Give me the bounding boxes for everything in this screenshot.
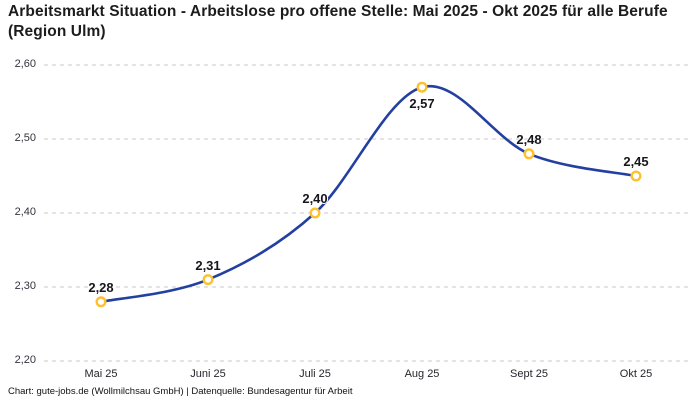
- data-point-value-label: 2,45: [623, 154, 649, 169]
- data-point-marker: [202, 274, 214, 286]
- data-point-marker: [309, 207, 321, 219]
- data-point-value-label: 2,48: [516, 131, 542, 147]
- data-point-value-label: 2,57: [409, 96, 435, 112]
- data-point-value-label: 2,31: [195, 257, 221, 273]
- x-axis-tick-label: Juli 25: [299, 368, 331, 380]
- data-point-marker: [416, 81, 428, 93]
- data-point-value-label: 2,28: [88, 279, 114, 295]
- y-axis-tick-label: 2,40: [14, 206, 36, 218]
- x-axis-tick-label: Juni 25: [190, 368, 226, 380]
- x-axis-tick-label: Okt 25: [619, 368, 653, 380]
- y-axis-tick-label: 2,20: [14, 354, 36, 366]
- x-axis-tick-label: Sept 25: [510, 368, 548, 380]
- chart-title: Arbeitsmarkt Situation - Arbeitslose pro…: [8, 3, 668, 40]
- chart-source-footer: Chart: gute-jobs.de (Wollmilchsau GmbH) …: [8, 386, 353, 397]
- data-point-marker: [95, 296, 107, 308]
- data-point-marker: [630, 170, 642, 182]
- x-axis-tick-label: Mai 25: [84, 368, 118, 380]
- y-axis-tick-label: 2,50: [14, 132, 36, 144]
- x-axis-tick-label: Aug 25: [404, 368, 440, 380]
- y-axis-tick-label: 2,30: [14, 280, 36, 292]
- y-axis-tick-label: 2,60: [14, 58, 36, 70]
- data-point-marker: [523, 148, 535, 160]
- data-point-value-label: 2,40: [302, 191, 328, 206]
